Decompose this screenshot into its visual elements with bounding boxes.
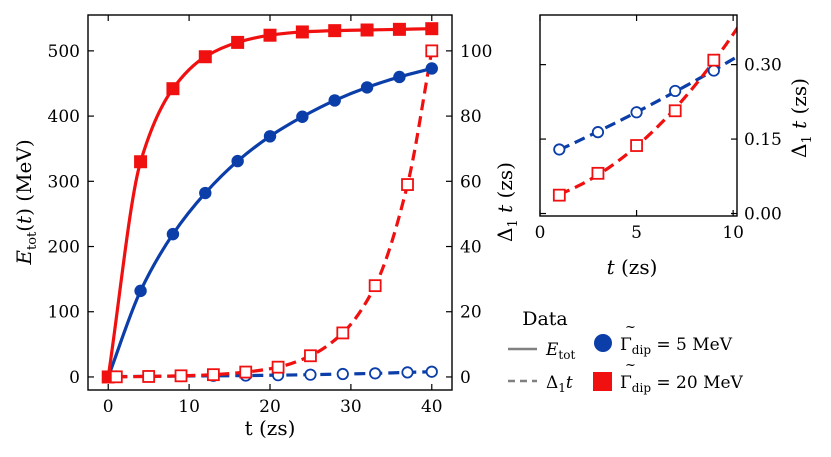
data-point-s0-3 <box>199 186 212 200</box>
inset-data-point-s0-2 <box>630 106 643 119</box>
inset-markers <box>552 53 721 202</box>
inset-data-point-s0-4 <box>707 64 720 77</box>
main-xlabel: t (zs) <box>245 416 296 440</box>
inset-data-point-s1-3 <box>668 104 682 118</box>
data-point-s3-0 <box>109 370 123 384</box>
data-point-s2-8 <box>369 367 382 380</box>
legend-label-delta: Δ1t <box>546 373 573 395</box>
main-ytick-right-label-5: 100 <box>460 42 492 62</box>
data-point-s3-5 <box>271 360 285 374</box>
data-point-s1-3 <box>198 50 212 64</box>
data-point-s0-7 <box>328 94 341 107</box>
legend-label-etot: Etot <box>545 340 575 362</box>
main-ytick-label-2: 200 <box>48 238 80 258</box>
main-curves <box>106 27 434 379</box>
legend-label-5mev: Γdip = 5 MeV <box>620 335 733 357</box>
inset-ylabel-right: Δ1 t (zs) <box>787 78 815 158</box>
legend-tilde-5mev: ~ <box>625 320 636 335</box>
main-xtick-label-4: 40 <box>421 397 443 417</box>
data-point-s2-7 <box>336 367 349 381</box>
inset-xtick-label-0: 0 <box>535 223 546 243</box>
main-ytick-right-label-3: 60 <box>460 172 482 192</box>
main-ylabel-right: Δ1 t (zs) <box>493 162 521 242</box>
data-point-s3-8 <box>368 279 382 293</box>
inset-xtick-label-1: 5 <box>631 223 642 243</box>
data-point-s3-3 <box>206 368 220 382</box>
inset-data-point-s1-1 <box>591 166 605 180</box>
inset-curves <box>558 25 737 196</box>
data-point-s0-10 <box>425 62 438 75</box>
legend: Data Etot Δ1t Γdip = 5 MeV ~ Γdip = 20 M… <box>508 308 744 395</box>
main-xtick-label-0: 0 <box>103 397 114 417</box>
data-point-s1-7 <box>328 24 342 38</box>
data-point-s0-2 <box>166 227 180 241</box>
inset-data-point-s0-1 <box>591 126 605 139</box>
data-point-s1-5 <box>263 28 277 42</box>
data-point-s3-4 <box>239 365 253 379</box>
data-point-s1-10 <box>425 22 439 36</box>
main-ytick-label-5: 500 <box>48 42 80 62</box>
data-point-s1-8 <box>360 23 374 37</box>
data-point-s3-6 <box>304 349 317 363</box>
data-point-s3-10 <box>425 44 439 58</box>
main-xtick-label-2: 20 <box>259 397 281 417</box>
inset-ytick-right-label-2: 0.30 <box>744 56 782 76</box>
main-xtick-label-1: 10 <box>178 397 200 417</box>
data-point-s3-2 <box>174 369 188 383</box>
data-point-s1-1 <box>134 155 148 169</box>
inset-frame <box>539 14 738 217</box>
inset-data-point-s1-4 <box>707 53 721 67</box>
legend-label-20mev: Γdip = 20 MeV <box>620 373 744 395</box>
legend-tilde-20mev: ~ <box>625 358 636 373</box>
legend-marker-blue <box>594 334 612 352</box>
inset-data-point-s0-0 <box>553 143 566 156</box>
data-point-s3-9 <box>401 178 414 191</box>
data-point-s1-9 <box>392 22 406 36</box>
data-point-s1-4 <box>231 35 245 49</box>
data-point-s0-6 <box>296 110 309 123</box>
main-ytick-label-4: 400 <box>48 107 80 127</box>
inset-ytick-right-label-0: 0.00 <box>744 205 782 225</box>
inset-data-point-s0-3 <box>669 84 682 98</box>
data-point-s2-10 <box>425 365 438 378</box>
inset-data-point-s1-0 <box>552 188 566 202</box>
inset-plot: 0 5 100.00 0.15 0.30 Δ1 t (zs) t (zs) <box>535 14 815 279</box>
data-point-s3-1 <box>142 370 156 383</box>
inset-ticks: 0 5 100.00 0.15 0.30 <box>535 15 782 243</box>
inset-xlabel: t (zs) <box>607 255 658 279</box>
inset-xtick-label-2: 10 <box>722 223 744 243</box>
inset-data-point-s1-2 <box>630 139 643 152</box>
legend-marker-red <box>593 372 612 391</box>
data-point-s1-6 <box>295 25 309 39</box>
legend-title: Data <box>522 308 568 330</box>
data-point-s3-7 <box>336 326 350 340</box>
main-ytick-label-0: 0 <box>69 368 80 388</box>
data-point-s2-9 <box>401 366 414 379</box>
inset-ytick-right-label-1: 0.15 <box>744 130 782 150</box>
main-xtick-label-3: 30 <box>340 397 362 417</box>
data-point-s0-4 <box>231 154 244 168</box>
main-ytick-right-label-1: 20 <box>460 303 482 323</box>
data-point-s0-1 <box>134 284 147 298</box>
data-point-s0-5 <box>263 130 277 143</box>
data-point-s2-6 <box>304 368 317 381</box>
main-ytick-label-3: 300 <box>48 172 80 192</box>
main-markers <box>101 22 439 384</box>
main-ytick-right-label-2: 40 <box>460 238 482 258</box>
main-ytick-label-1: 100 <box>48 303 80 323</box>
main-ytick-right-label-4: 80 <box>460 107 482 127</box>
main-ylabel: Etot(t) (MeV) <box>12 139 40 265</box>
data-point-s1-2 <box>166 82 180 96</box>
series-line-3 <box>116 50 434 379</box>
main-ytick-right-label-0: 0 <box>460 368 471 388</box>
data-point-s0-8 <box>360 81 374 94</box>
data-point-s0-9 <box>393 70 406 84</box>
